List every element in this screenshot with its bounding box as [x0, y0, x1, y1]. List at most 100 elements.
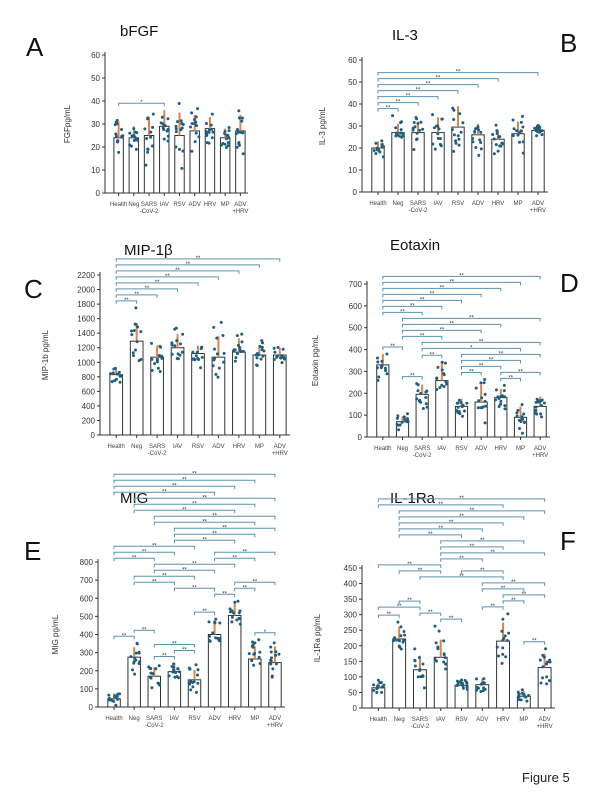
data-point: [461, 403, 465, 407]
data-point: [255, 363, 259, 367]
data-point: [504, 655, 508, 659]
data-point: [204, 121, 208, 125]
significance-bracket: [398, 534, 462, 538]
significance-bracket: [377, 96, 439, 100]
data-point: [539, 403, 543, 407]
data-point: [238, 622, 242, 626]
data-point: [442, 652, 446, 656]
data-point: [250, 659, 254, 663]
significance-bracket: [481, 606, 504, 610]
y-tick-label: 0: [91, 431, 96, 440]
data-point: [483, 378, 487, 382]
data-point: [174, 130, 178, 134]
data-point: [238, 346, 242, 350]
significance-label: **: [122, 633, 127, 639]
data-point: [542, 401, 546, 405]
significance-bracket: [502, 594, 546, 598]
x-tick-label: SARS: [141, 202, 157, 208]
data-point: [212, 358, 216, 362]
panel-letter: C: [24, 274, 43, 304]
y-tick-label: 2000: [77, 286, 95, 295]
data-point: [458, 112, 462, 116]
significance-bracket: [173, 539, 236, 544]
significance-bracket: [377, 102, 419, 106]
data-point: [210, 112, 214, 116]
x-tick-label: SARS: [149, 444, 165, 450]
x-tick-label: Neg: [394, 717, 405, 723]
significance-label: **: [511, 580, 516, 586]
significance-bracket: [113, 491, 216, 496]
y-tick-label: 20: [348, 144, 357, 153]
data-point: [403, 418, 407, 422]
significance-label: **: [407, 598, 412, 604]
significance-bracket: [173, 650, 195, 654]
data-point: [215, 352, 219, 356]
significance-label: **: [162, 489, 167, 495]
data-point: [188, 682, 192, 686]
significance-bracket: [419, 612, 442, 617]
data-point: [160, 356, 164, 360]
data-point: [544, 647, 548, 651]
data-point: [413, 647, 417, 651]
data-point: [436, 365, 440, 369]
data-point: [271, 667, 275, 671]
significance-label: **: [449, 520, 454, 526]
data-point: [433, 657, 437, 661]
y-tick-label: 1200: [77, 344, 95, 353]
data-point: [146, 116, 150, 120]
data-point: [157, 354, 161, 358]
data-point: [174, 127, 178, 131]
data-point: [235, 618, 239, 622]
data-point: [519, 698, 523, 702]
data-point: [225, 133, 229, 137]
data-point: [511, 134, 515, 138]
data-point: [163, 124, 167, 128]
significance-bracket: [214, 593, 236, 598]
significance-label: **: [132, 555, 137, 561]
data-point: [517, 695, 521, 699]
data-point: [191, 685, 195, 689]
data-point: [173, 344, 177, 348]
data-point: [280, 361, 284, 365]
data-point: [478, 138, 482, 142]
data-point: [375, 366, 379, 370]
significance-label: **: [470, 508, 475, 514]
bar: [248, 658, 262, 708]
data-point: [522, 420, 526, 424]
data-point: [502, 389, 506, 393]
panel-letter: E: [24, 536, 41, 566]
data-point: [538, 658, 542, 662]
data-point: [424, 402, 428, 406]
significance-bracket: [118, 102, 165, 107]
data-point: [461, 686, 465, 690]
x-tick-label: +HRV: [267, 723, 283, 729]
significance-bracket: [153, 515, 276, 520]
data-point: [174, 124, 178, 128]
data-point: [412, 121, 416, 125]
y-tick-label: 0: [358, 433, 363, 442]
data-point: [482, 686, 486, 690]
data-point: [167, 674, 171, 678]
data-point: [517, 418, 521, 422]
data-point: [136, 325, 140, 329]
data-point: [236, 599, 240, 603]
y-tick-label: 60: [348, 56, 357, 65]
data-point: [241, 131, 245, 135]
data-point: [114, 377, 118, 381]
significance-bracket: [382, 293, 482, 298]
significance-bracket: [500, 371, 541, 376]
x-tick-label: Health: [370, 717, 387, 723]
x-tick-label: +HRV: [530, 208, 546, 214]
significance-bracket: [113, 485, 236, 490]
x-tick-label: +HRV: [537, 724, 553, 730]
data-point: [269, 659, 273, 663]
panel-title: IL-3: [392, 27, 418, 44]
bar: [537, 667, 552, 709]
data-point: [462, 409, 466, 413]
data-point: [107, 693, 111, 697]
significance-bracket: [382, 275, 541, 280]
x-tick-label: HRV: [492, 201, 505, 207]
data-point: [376, 678, 380, 682]
data-point: [237, 143, 241, 147]
